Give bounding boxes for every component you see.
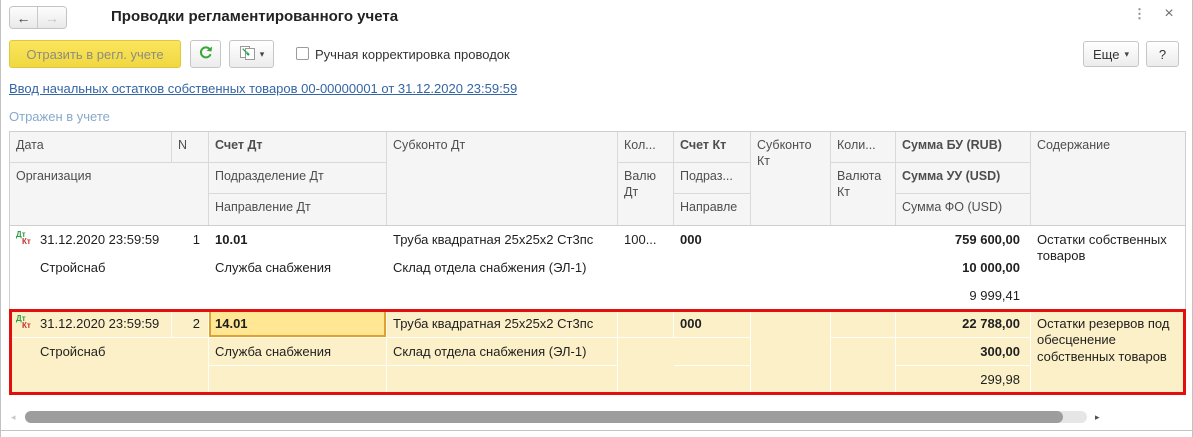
col-header-date: Дата	[10, 132, 172, 163]
table-header: Дата N Организация Счет Дт Подразделение…	[10, 132, 1185, 226]
cell-subdivision-kt[interactable]	[674, 338, 751, 366]
window-bottom-border	[1, 430, 1192, 431]
more-button[interactable]: Еще ▾	[1083, 41, 1139, 67]
cell-subconto-dt-1[interactable]: Труба квадратная 25х25х2 Ст3пс	[393, 232, 594, 247]
refresh-icon	[198, 45, 214, 64]
col-header-sum-fo: Сумма ФО (USD)	[896, 194, 1031, 225]
col-header-currency-dt: Валю Дт	[618, 163, 674, 225]
dt-kt-posting-icon: Дт Кт	[14, 230, 35, 249]
cell-subconto-dt-3[interactable]	[387, 282, 618, 310]
cell-account-dt[interactable]: 10.01	[215, 232, 248, 247]
table-row-selected: Дт Кт 31.12.2020 23:59:59 2 Стройснаб 14…	[9, 309, 1186, 395]
col-header-n: N	[172, 132, 209, 163]
col-header-qty-kt: Коли...	[831, 132, 896, 163]
cell-organization[interactable]: Стройснаб	[10, 338, 209, 394]
cell-account-dt-active[interactable]: 14.01	[209, 310, 387, 338]
history-nav: ← →	[9, 6, 67, 29]
cell-sum-fo[interactable]: 9 999,41	[969, 288, 1020, 303]
dropdown-caret-icon: ▾	[259, 48, 265, 59]
cell-subconto-kt[interactable]	[751, 226, 831, 310]
post-to-regulated-accounting-button[interactable]: Отразить в регл. учете	[9, 40, 181, 68]
cell-currency-kt[interactable]	[831, 338, 896, 394]
cell-line-number[interactable]: 1	[192, 232, 200, 247]
cell-content[interactable]: Остатки собственных товаров	[1037, 232, 1167, 264]
date-value: 31.12.2020 23:59:59	[40, 232, 160, 247]
forward-arrow-icon[interactable]: →	[38, 7, 66, 28]
cell-direction-dt[interactable]	[209, 366, 387, 394]
dropdown-caret-icon: ▾	[1124, 48, 1129, 59]
cell-content[interactable]: Остатки резервов под обесценение собстве…	[1031, 310, 1185, 394]
dt-label: Дт	[16, 230, 26, 239]
date-value: 31.12.2020 23:59:59	[40, 316, 160, 331]
scrollbar-track[interactable]	[25, 411, 1087, 423]
cell-qty-kt[interactable]	[831, 226, 896, 254]
close-icon[interactable]: ×	[1164, 5, 1174, 22]
cell-direction-dt[interactable]	[209, 282, 387, 310]
horizontal-scrollbar: ◂ ▸	[9, 410, 1186, 424]
table-row: Дт Кт 31.12.2020 23:59:59 1 Стройснаб 10…	[10, 226, 1185, 310]
col-header-subconto-dt: Субконто Дт	[387, 132, 618, 225]
scrollbar-thumb[interactable]	[25, 411, 1063, 423]
col-header-currency-kt: Валюта Кт	[831, 163, 896, 225]
cell-subconto-dt-2[interactable]: Склад отдела снабжения (ЭЛ-1)	[393, 260, 587, 275]
refresh-button[interactable]	[190, 40, 221, 68]
col-header-account-dt: Счет Дт	[209, 132, 387, 163]
col-header-subdivision-dt: Подразделение Дт	[209, 163, 387, 194]
back-arrow-icon[interactable]: ←	[10, 7, 38, 28]
posted-status-text: Отражен в учете	[9, 109, 110, 124]
cell-subdivision-dt[interactable]: Служба снабжения	[209, 338, 387, 366]
cell-account-kt[interactable]: 000	[680, 232, 702, 247]
cell-account-kt[interactable]: 000	[674, 310, 751, 338]
cell-line-number[interactable]: 2	[172, 310, 209, 338]
scroll-left-icon[interactable]: ◂	[11, 412, 16, 422]
cell-subconto-dt-2[interactable]: Склад отдела снабжения (ЭЛ-1)	[387, 338, 618, 366]
col-header-subdivision-kt: Подраз...	[674, 163, 751, 194]
postings-table: Дата N Организация Счет Дт Подразделение…	[9, 131, 1186, 395]
cell-subconto-kt[interactable]	[751, 310, 831, 394]
col-header-qty-dt: Кол...	[618, 132, 674, 163]
cell-qty-dt[interactable]: 100...	[624, 232, 657, 247]
cell-sum-bu[interactable]: 759 600,00	[954, 232, 1020, 247]
documents-arrow-icon	[239, 45, 256, 64]
kt-label: Кт	[22, 321, 31, 330]
col-header-direction-kt: Направле	[674, 194, 751, 225]
col-header-org: Организация	[10, 163, 209, 225]
source-document-link[interactable]: Ввод начальных остатков собственных това…	[9, 81, 518, 96]
col-header-sum-uu: Сумма УУ (USD)	[896, 163, 1031, 194]
show-postings-dropdown-button[interactable]: ▾	[229, 40, 274, 68]
dt-label: Дт	[16, 314, 26, 323]
col-header-sum-bu: Сумма БУ (RUB)	[896, 132, 1031, 163]
help-button[interactable]: ?	[1146, 41, 1179, 67]
cell-date[interactable]: Дт Кт 31.12.2020 23:59:59	[10, 226, 172, 254]
kebab-menu-icon[interactable]: ⋮	[1133, 6, 1147, 21]
cell-sum-fo[interactable]: 299,98	[896, 366, 1031, 394]
col-header-subconto-kt: Субконто Кт	[751, 132, 831, 225]
kt-label: Кт	[22, 237, 31, 246]
cell-sum-uu[interactable]: 300,00	[896, 338, 1031, 366]
manual-adjustment-checkbox[interactable]	[296, 47, 309, 60]
cell-qty-kt[interactable]	[831, 310, 896, 338]
dt-kt-posting-icon: Дт Кт	[14, 314, 35, 333]
cell-qty-dt[interactable]	[618, 310, 674, 338]
more-button-label: Еще	[1093, 46, 1120, 62]
cell-date[interactable]: Дт Кт 31.12.2020 23:59:59	[10, 310, 172, 338]
col-header-account-kt: Счет Кт	[674, 132, 751, 163]
page-title: Проводки регламентированного учета	[111, 8, 399, 25]
cell-organization[interactable]: Стройснаб	[40, 260, 106, 275]
cell-subdivision-dt[interactable]: Служба снабжения	[215, 260, 332, 275]
scroll-right-icon[interactable]: ▸	[1095, 412, 1100, 422]
cell-subconto-dt-3[interactable]	[387, 366, 618, 394]
col-header-direction-dt: Направление Дт	[209, 194, 387, 225]
cell-sum-bu[interactable]: 22 788,00	[896, 310, 1031, 338]
cell-direction-kt[interactable]	[674, 366, 751, 394]
manual-adjustment-label: Ручная корректировка проводок	[315, 47, 510, 62]
col-header-content: Содержание	[1037, 138, 1111, 152]
cell-subconto-dt-1[interactable]: Труба квадратная 25х25х2 Ст3пс	[387, 310, 618, 338]
cell-sum-uu[interactable]: 10 000,00	[962, 260, 1020, 275]
